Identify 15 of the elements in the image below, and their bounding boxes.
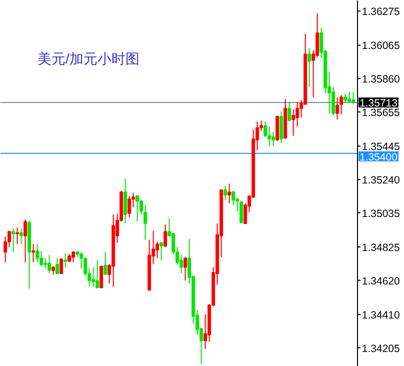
y-tick-label: 1.35445 bbox=[362, 141, 400, 154]
y-tick-label: 1.34825 bbox=[362, 242, 400, 254]
y-tick-label: 1.36065 bbox=[362, 40, 400, 52]
ref-line-label: 1.35400 bbox=[360, 151, 398, 164]
y-tick-label: 1.34205 bbox=[362, 342, 400, 355]
text: 美元/加元小时图 bbox=[38, 50, 140, 66]
y-tick-label: 1.35240 bbox=[362, 174, 400, 186]
y-tick-label: 1.36275 bbox=[362, 6, 400, 18]
ref-line-label: 1.35713 bbox=[360, 97, 398, 110]
y-tick-label: 1.35655 bbox=[362, 106, 400, 119]
y-tick-label: 1.34410 bbox=[362, 309, 400, 322]
y-tick-label: 1.34620 bbox=[362, 275, 400, 288]
y-tick-label: 1.35035 bbox=[362, 208, 400, 220]
candlestick bbox=[100, 266, 104, 288]
y-tick-label: 1.35860 bbox=[362, 74, 400, 86]
